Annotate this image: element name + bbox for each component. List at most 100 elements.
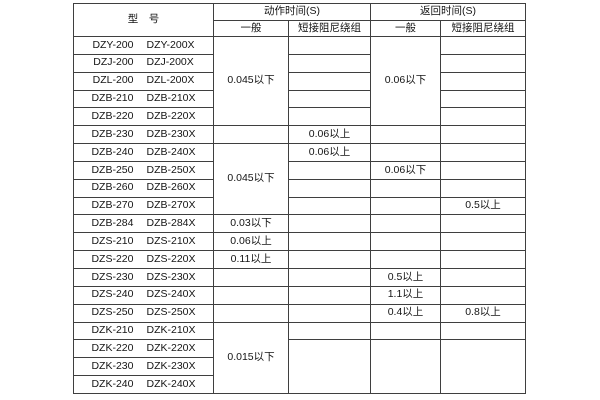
action-damping-cell <box>288 214 371 234</box>
return-damping-cell: 0.5以上 <box>440 196 526 216</box>
action-damping-cell <box>288 303 371 323</box>
table-row: DZS-250 DZS-250X 0.4以上 0.8以上 <box>73 303 526 323</box>
return-damping-cell <box>440 160 526 180</box>
table-row: DZS-210 DZS-210X 0.06以上 <box>73 232 526 252</box>
model-cell: DZK-230 DZK-230X <box>73 357 214 377</box>
action-damping-cell: 0.06以上 <box>288 125 371 145</box>
return-damping-cell <box>440 267 526 287</box>
return-general-cell: 1.1以上 <box>370 285 441 305</box>
return-general-cell: 0.06以下 <box>370 35 441 127</box>
model-cell: DZL-200 DZL-200X <box>73 71 214 91</box>
table-row: DZB-230 DZB-230X 0.06以上 <box>73 125 526 145</box>
table-row: DZB-220 DZB-220X <box>73 107 526 127</box>
action-general-cell: 0.015以下 <box>213 321 289 394</box>
model-cell: DZS-210 DZS-210X <box>73 232 214 252</box>
action-general-cell: 0.11以上 <box>213 250 289 269</box>
table-row: DZK-220 DZK-220X <box>73 339 526 394</box>
model-cell: DZB-220 DZB-220X <box>73 107 214 127</box>
model-cell: DZS-230 DZS-230X <box>73 267 214 287</box>
action-damping-cell <box>288 89 371 109</box>
model-cell: DZJ-200 DZJ-200X <box>73 53 214 73</box>
table-row: DZB-270 DZB-270X 0.5以上 <box>73 196 526 216</box>
table-row: DZB-210 DZB-210X <box>73 89 526 109</box>
table-row: DZB-260 DZB-260X <box>73 178 526 198</box>
return-damping-cell <box>440 339 526 394</box>
action-damping-cell <box>288 232 371 252</box>
action-damping-cell <box>288 71 371 91</box>
return-general-cell <box>370 214 441 234</box>
model-cell: DZK-210 DZK-210X <box>73 321 214 341</box>
header-action-damping: 短接阻尼绕组 <box>288 20 371 37</box>
table-row: DZL-200 DZL-200X <box>73 71 526 91</box>
table-row: DZB-250 DZB-250X 0.06以下 <box>73 160 526 180</box>
return-damping-cell <box>440 36 526 55</box>
return-general-cell <box>370 232 441 252</box>
header-model: 型 号 <box>73 3 214 37</box>
action-general-cell <box>213 125 289 145</box>
return-general-cell <box>370 178 441 198</box>
table-row: DZY-200 DZY-200X 0.045以下 0.06以下 <box>73 35 526 127</box>
action-damping-cell <box>288 196 371 216</box>
action-damping-cell <box>288 160 371 180</box>
model-cell: DZS-250 DZS-250X <box>73 303 214 323</box>
return-general-cell: 0.4以上 <box>370 303 441 323</box>
return-damping-cell <box>440 89 526 109</box>
header-return-damping: 短接阻尼绕组 <box>440 20 526 37</box>
return-general-cell: 0.06以下 <box>370 160 441 180</box>
return-damping-cell <box>440 250 526 269</box>
action-damping-cell <box>288 339 371 394</box>
return-damping-cell <box>440 232 526 252</box>
table-row: DZS-230 DZS-230X 0.5以上 <box>73 267 526 287</box>
relay-timing-table: 型 号 动作时间(S) 返回时间(S) 一般 短接阻尼绕组 一般 短接阻尼绕组 … <box>73 3 526 394</box>
action-general-cell: 0.045以下 <box>213 143 289 216</box>
action-damping-cell <box>288 107 371 127</box>
action-general-cell: 0.06以上 <box>213 232 289 252</box>
action-general-cell: 0.045以下 <box>213 35 289 127</box>
model-cell: DZS-220 DZS-220X <box>73 250 214 269</box>
model-cell: DZB-270 DZB-270X <box>73 196 214 216</box>
table-row: DZK-240 DZK-240X <box>73 375 526 394</box>
return-damping-cell <box>440 125 526 145</box>
table-row: DZJ-200 DZJ-200X <box>73 53 526 73</box>
action-general-cell: 0.03以下 <box>213 214 289 234</box>
action-general-cell <box>213 303 289 323</box>
table-row: DZB-240 DZB-240X 0.045以下 0.06以上 <box>73 143 526 216</box>
return-general-cell <box>370 196 441 216</box>
model-cell: DZB-284 DZB-284X <box>73 214 214 234</box>
return-damping-cell <box>440 71 526 91</box>
action-general-cell <box>213 285 289 305</box>
model-cell: DZB-230 DZB-230X <box>73 125 214 145</box>
table-row: DZB-284 DZB-284X 0.03以下 <box>73 214 526 234</box>
header-return-time: 返回时间(S) <box>370 3 526 21</box>
action-damping-cell <box>288 53 371 73</box>
model-cell: DZS-240 DZS-240X <box>73 285 214 305</box>
table-row: DZS-220 DZS-220X 0.11以上 <box>73 250 526 269</box>
model-cell: DZK-220 DZK-220X <box>73 339 214 359</box>
model-cell: DZB-210 DZB-210X <box>73 89 214 109</box>
return-damping-cell <box>440 285 526 305</box>
model-cell: DZY-200 DZY-200X <box>73 36 214 55</box>
return-general-cell: 0.5以上 <box>370 267 441 287</box>
return-general-cell <box>370 321 441 341</box>
table-row: DZS-240 DZS-240X 1.1以上 <box>73 285 526 305</box>
return-damping-cell <box>440 178 526 198</box>
table-header: 型 号 动作时间(S) 返回时间(S) 一般 短接阻尼绕组 一般 短接阻尼绕组 <box>73 3 526 37</box>
model-cell: DZK-240 DZK-240X <box>73 375 214 394</box>
return-general-cell <box>370 339 441 394</box>
return-damping-cell <box>440 143 526 162</box>
return-damping-cell <box>440 53 526 73</box>
header-action-general: 一般 <box>213 20 289 37</box>
action-damping-cell <box>288 178 371 198</box>
header-return-general: 一般 <box>370 20 441 37</box>
return-damping-cell <box>440 107 526 127</box>
action-damping-cell <box>288 250 371 269</box>
header-action-time: 动作时间(S) <box>213 3 371 21</box>
action-damping-cell <box>288 36 371 55</box>
model-cell: DZB-240 DZB-240X <box>73 143 214 162</box>
model-cell: DZB-250 DZB-250X <box>73 160 214 180</box>
action-general-cell <box>213 267 289 287</box>
table-body: DZY-200 DZY-200X 0.045以下 0.06以下 DZJ-200 DZ… <box>73 35 526 394</box>
return-damping-cell <box>440 214 526 234</box>
action-damping-cell <box>288 285 371 305</box>
